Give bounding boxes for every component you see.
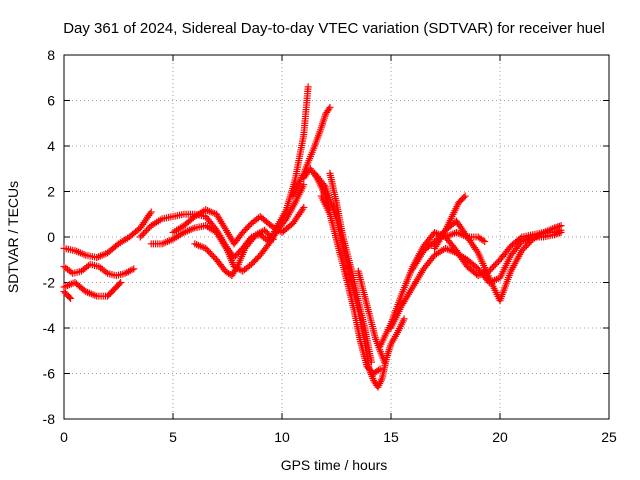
data-point [144,225,152,233]
data-point [491,261,499,269]
data-point [374,366,382,374]
y-tick-label: -6 [43,366,56,382]
data-point [136,233,144,241]
y-tick-label: 0 [47,229,55,245]
data-point [143,227,151,234]
x-tick-label: 20 [492,429,508,445]
data-point [526,239,534,247]
data-point [493,259,501,267]
data-point [304,83,312,91]
y-tick-label: 2 [47,184,55,200]
data-point [268,234,276,242]
data-point [380,358,388,366]
data-point [461,192,469,200]
x-tick-labels: 0 5 10 15 20 25 [60,429,617,445]
x-tick-label: 25 [601,429,617,445]
data-markers [60,83,565,391]
x-tick-label: 5 [169,429,177,445]
data-point [557,228,565,236]
x-tick-label: 0 [60,429,68,445]
data-point [130,265,138,273]
data-point [203,246,211,254]
data-point [326,103,334,111]
data-point [139,230,147,238]
data-point [115,280,123,288]
data-point [400,315,408,323]
data-point [206,249,214,257]
data-point [481,238,489,246]
data-point [208,251,216,259]
x-axis-label: GPS time / hours [281,457,388,473]
y-axis-label: SDTVAR / TECUs [5,181,21,293]
data-point [521,243,529,251]
x-tick-label: 15 [383,429,399,445]
data-point [490,262,498,270]
data-point [138,231,146,239]
data-point [202,244,210,252]
data-point [300,181,308,189]
data-point [320,181,328,189]
y-tick-label: 6 [47,93,55,109]
data-point [209,253,217,260]
data-point [522,242,530,250]
data-point [518,247,526,255]
y-tick-label: -2 [43,275,56,291]
y-tick-label: -8 [43,411,56,427]
data-point [479,236,487,244]
data-point [367,358,375,366]
x-tick-label: 10 [274,429,290,445]
axis-ticks [63,54,610,420]
data-point [519,245,527,253]
data-point [117,279,125,286]
data-point [205,248,213,256]
data-point [300,203,308,211]
data-point [281,216,289,224]
data-point [147,208,155,216]
y-tick-label: 8 [47,47,55,63]
data-point [376,365,384,373]
data-point [269,235,277,243]
data-point [67,294,75,302]
y-tick-label: 4 [47,138,55,154]
data-point [524,240,532,248]
data-point [488,264,496,272]
chart-title: Day 361 of 2024, Sidereal Day-to-day VTE… [63,20,605,37]
y-tick-labels: -8 -6 -4 -2 0 2 4 6 8 [43,47,56,427]
data-point [325,105,333,113]
data-point [557,222,565,230]
data-point [460,193,468,201]
data-point [141,228,149,236]
data-point [65,293,73,301]
y-tick-label: -4 [43,320,56,336]
